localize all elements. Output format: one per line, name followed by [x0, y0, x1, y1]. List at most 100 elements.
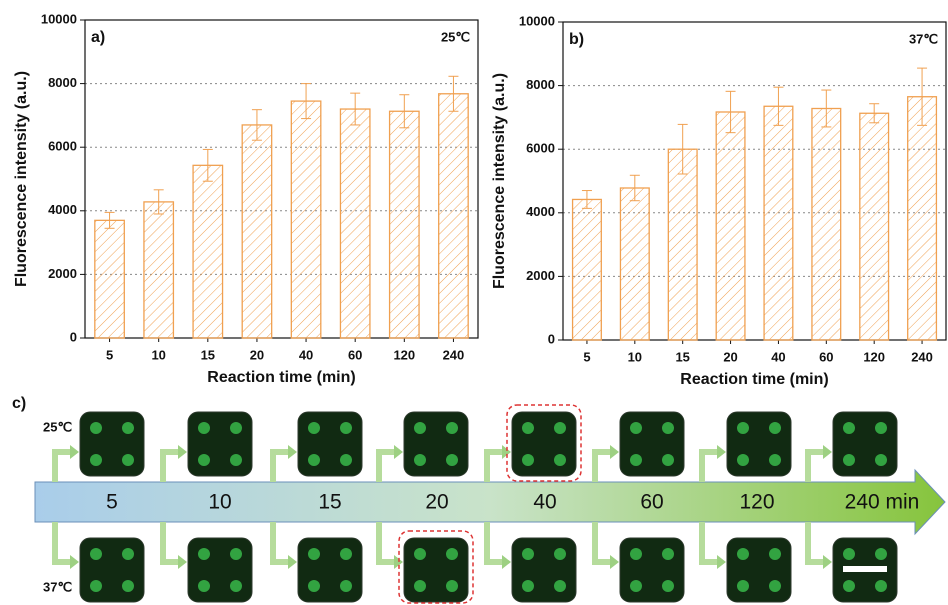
y-tick-label: 4000: [48, 202, 77, 217]
spot: [875, 548, 887, 560]
y-tick-label: 8000: [48, 75, 77, 90]
bar: [811, 107, 842, 341]
error-bar: [104, 211, 115, 229]
error-bar: [301, 83, 312, 120]
spot: [308, 580, 320, 592]
bar-chart: 0 2000 4000 6000 8000 10000 5 10 15 20 40 60 120 240 R…: [491, 13, 947, 388]
spot: [630, 454, 642, 466]
spot: [737, 548, 749, 560]
spot: [308, 548, 320, 560]
spot: [90, 422, 102, 434]
spot: [662, 580, 674, 592]
error-bar: [350, 92, 361, 126]
x-tick-label: 240: [911, 349, 933, 364]
bar: [715, 111, 746, 341]
spot: [554, 422, 566, 434]
connector-arrow: [270, 522, 290, 565]
connector-arrow: [699, 522, 719, 565]
error-bar: [251, 109, 262, 141]
well-image: [726, 537, 792, 603]
connector-arrow: [592, 449, 612, 482]
spot: [737, 580, 749, 592]
well-image: [403, 411, 469, 477]
spot: [843, 580, 855, 592]
spot: [875, 422, 887, 434]
spot: [230, 548, 242, 560]
spot: [414, 422, 426, 434]
connector-arrow: [699, 449, 719, 482]
annotation: 37℃: [909, 31, 938, 46]
x-tick-label: 10: [151, 347, 165, 362]
y-tick-label: 6000: [48, 139, 77, 154]
spot: [522, 580, 534, 592]
y-tick-label: 10000: [519, 13, 555, 28]
connector-head: [394, 445, 403, 459]
time-label: 5: [106, 491, 118, 514]
spot: [198, 422, 210, 434]
error-bar: [677, 123, 688, 175]
y-tick-label: 8000: [526, 77, 555, 92]
spot: [843, 422, 855, 434]
spot: [308, 454, 320, 466]
connector-arrow: [592, 522, 612, 565]
bar: [94, 219, 125, 339]
bar: [388, 110, 420, 339]
spot: [414, 580, 426, 592]
bar: [339, 108, 371, 339]
spot: [662, 422, 674, 434]
well-image: [726, 411, 792, 477]
y-tick-label: 6000: [526, 141, 555, 156]
x-tick-label: 5: [583, 349, 590, 364]
spot: [554, 580, 566, 592]
bar: [290, 100, 322, 339]
bar: [192, 164, 224, 339]
spot: [198, 548, 210, 560]
spot: [230, 454, 242, 466]
charts: 0 2000 4000 6000 8000 10000 5 10 15 20 40 60 120 240 R…: [13, 11, 947, 388]
time-label: 10: [208, 491, 231, 514]
connector-head: [610, 445, 619, 459]
spot: [522, 422, 534, 434]
spot: [630, 548, 642, 560]
plot-frame: [84, 19, 479, 339]
connector-arrow: [376, 522, 396, 565]
well-image: [403, 537, 469, 603]
well-image: [511, 411, 577, 477]
time-arrow: [34, 468, 946, 536]
highlight: [506, 404, 582, 482]
panel-c: c) 25℃ 37℃ 5 10 15 20 40 60 120 240 min: [12, 395, 946, 604]
error-bar: [629, 174, 640, 202]
error-bar: [202, 148, 213, 182]
spot: [843, 548, 855, 560]
panel-label: a): [91, 29, 105, 46]
spot: [122, 580, 134, 592]
x-tick-label: 120: [863, 349, 885, 364]
connector-head: [610, 555, 619, 569]
spot: [769, 422, 781, 434]
spot: [122, 548, 134, 560]
spot: [340, 548, 352, 560]
error-bar: [917, 67, 928, 126]
error-bar: [773, 86, 784, 126]
x-tick-label: 20: [723, 349, 737, 364]
spot: [446, 580, 458, 592]
spot: [630, 580, 642, 592]
connector-arrow: [376, 449, 396, 482]
bar: [241, 124, 273, 339]
connector-arrow: [805, 522, 825, 565]
time-label: 240 min: [845, 491, 920, 514]
spot: [554, 548, 566, 560]
annotation: 25℃: [441, 29, 470, 44]
connector-arrow: [484, 449, 504, 482]
y-axis-label: Fluorescence intensity (a.u.): [13, 71, 30, 287]
error-bar: [581, 190, 592, 209]
spot: [230, 580, 242, 592]
well-image: [187, 411, 253, 477]
y-tick-label: 2000: [526, 268, 555, 283]
well-image: [79, 537, 145, 603]
spot: [554, 454, 566, 466]
plot-frame: [562, 21, 947, 341]
spot: [340, 580, 352, 592]
well-image: [619, 411, 685, 477]
y-axis-label: Fluorescence intensity (a.u.): [491, 73, 508, 289]
